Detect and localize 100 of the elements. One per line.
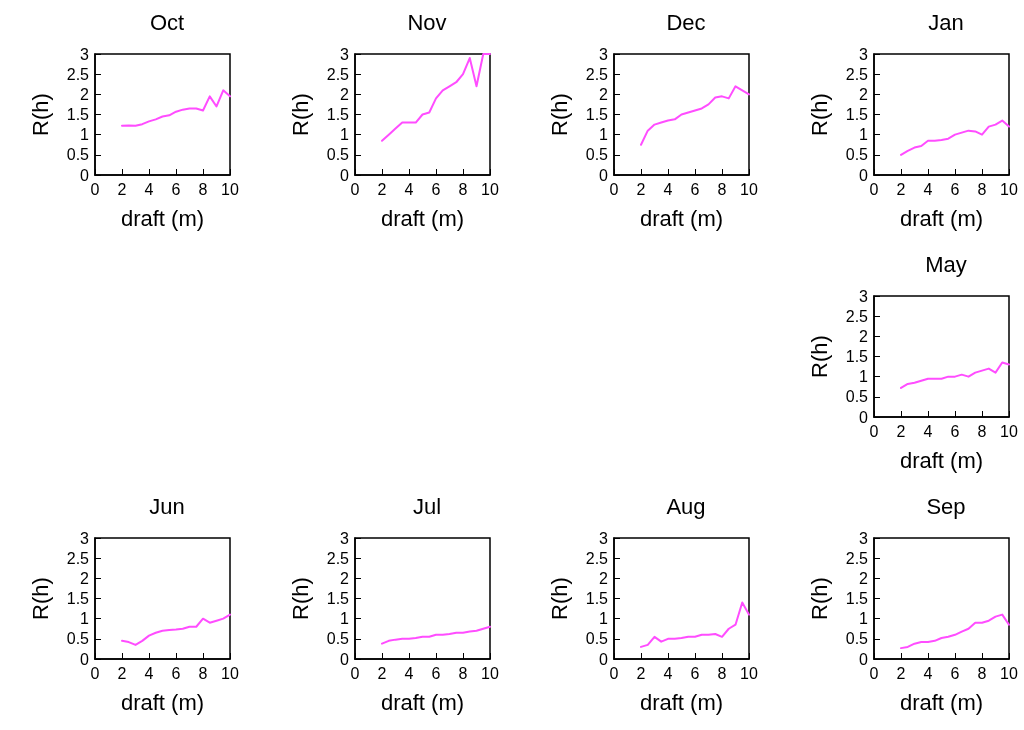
x-tick-label: 10 [740,180,759,198]
y-tick-label: 2.5 [586,65,609,83]
chart-title: Dec [666,9,706,35]
y-tick-label: 0.5 [326,630,349,648]
y-tick-label: 3 [859,45,869,63]
chart-title: May [925,251,967,277]
chart-title: Oct [149,9,185,35]
y-tick-label: 2.5 [845,65,869,83]
y-tick-label: 0 [339,166,349,184]
x-tick-label: 4 [923,664,933,682]
x-tick-label: 10 [480,664,499,682]
chart-title: Nov [407,9,447,35]
x-tick-label: 8 [977,180,987,198]
y-tick-label: 0.5 [66,630,90,648]
x-tick-label: 6 [950,664,960,682]
y-tick-label: 2 [599,85,609,103]
x-axis-title: draft (m) [900,205,984,231]
y-tick-label: 1.5 [326,106,349,123]
x-tick-label: 2 [117,180,127,198]
y-tick-label: 1.5 [66,106,90,123]
y-tick-label: 2 [80,85,90,103]
x-tick-label: 8 [198,664,208,682]
y-tick-label: 0.5 [326,146,349,164]
chart-title: Jun [149,493,185,519]
y-tick-label: 0.5 [845,630,869,648]
y-tick-label: 0 [339,650,349,668]
y-tick-label: 1.5 [586,106,609,123]
y-tick-label: 2.5 [586,549,609,567]
y-tick-label: 1.5 [66,590,90,607]
y-tick-label: 0 [859,166,869,184]
x-tick-label: 6 [171,180,181,198]
line-series [380,53,491,142]
x-axis-title: draft (m) [380,205,464,231]
y-tick-label: 2 [859,85,869,103]
y-tick-label: 1 [339,126,349,144]
x-tick-label: 10 [221,180,239,198]
x-axis-title: draft (m) [640,689,724,715]
y-tick-label: 2.5 [326,549,349,567]
y-axis-title: R(h) [27,577,53,620]
y-tick-label: 2.5 [66,549,90,567]
x-tick-label: 8 [458,180,468,198]
y-tick-label: 1 [80,610,90,628]
x-axis-title: draft (m) [640,205,724,231]
y-tick-label: 3 [339,45,349,63]
chart-title: Sep [926,493,966,519]
y-tick-label: 2.5 [66,65,90,83]
y-tick-label: 0.5 [586,630,609,648]
x-axis-title: draft (m) [120,205,205,231]
y-tick-label: 0 [859,650,869,668]
x-axis-title: draft (m) [900,689,984,715]
chart-title: Aug [666,493,706,519]
x-tick-label: 10 [221,664,239,682]
y-axis-title: R(h) [287,577,313,620]
y-tick-label: 1.5 [845,590,869,607]
x-tick-label: 2 [377,180,387,198]
y-tick-label: 0.5 [66,146,90,164]
y-tick-label: 3 [599,529,609,547]
x-tick-label: 2 [896,422,906,440]
x-tick-label: 4 [923,180,933,198]
y-tick-label: 3 [859,529,869,547]
x-tick-label: 4 [404,180,414,198]
x-tick-label: 8 [458,664,468,682]
y-tick-label: 0 [80,166,90,184]
x-tick-label: 4 [923,422,933,440]
y-tick-label: 3 [80,529,90,547]
y-tick-label: 1 [599,610,609,628]
y-tick-label: 1.5 [586,590,609,607]
y-axis-title: R(h) [806,577,832,620]
y-tick-label: 0 [599,650,609,668]
x-tick-label: 0 [350,180,360,198]
y-tick-label: 1 [859,368,869,386]
y-axis-title: R(h) [806,335,832,378]
y-tick-label: 2 [339,569,349,587]
x-tick-label: 10 [480,180,499,198]
x-tick-label: 4 [144,180,154,198]
x-tick-label: 6 [690,180,700,198]
y-tick-label: 3 [339,529,349,547]
y-tick-label: 1 [339,610,349,628]
y-tick-label: 0.5 [586,146,609,164]
y-tick-label: 3 [80,45,90,63]
y-tick-label: 0.5 [845,146,869,164]
x-tick-label: 6 [950,422,960,440]
x-tick-label: 6 [431,180,441,198]
x-tick-label: 8 [717,180,727,198]
x-tick-label: 10 [740,664,759,682]
y-tick-label: 2.5 [845,307,869,325]
y-tick-label: 0.5 [845,388,869,406]
x-tick-label: 4 [663,664,673,682]
y-tick-label: 2 [339,85,349,103]
line-series [380,625,491,645]
y-tick-label: 2.5 [326,65,349,83]
y-tick-label: 0 [599,166,609,184]
y-tick-label: 1 [80,126,90,144]
x-tick-label: 8 [717,664,727,682]
y-tick-label: 2.5 [845,549,869,567]
y-tick-label: 1.5 [845,106,869,123]
x-tick-label: 8 [977,422,987,440]
x-tick-label: 6 [171,664,181,682]
x-tick-label: 4 [404,664,414,682]
x-tick-label: 2 [896,664,906,682]
